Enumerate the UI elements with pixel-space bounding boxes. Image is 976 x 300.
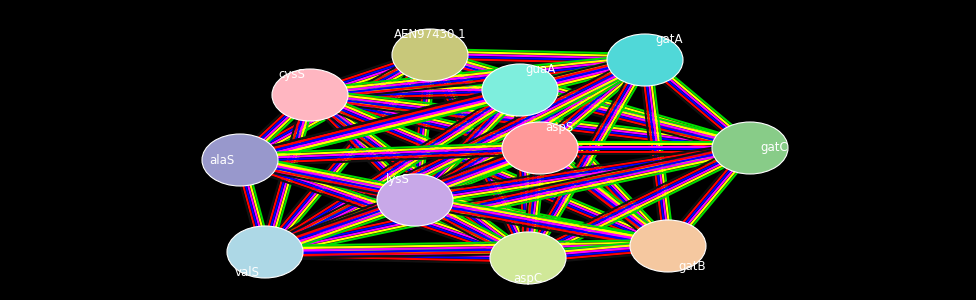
Text: gatB: gatB <box>678 260 706 273</box>
Ellipse shape <box>392 29 468 81</box>
Ellipse shape <box>502 122 578 174</box>
Ellipse shape <box>377 174 453 226</box>
Text: AEN97430.1: AEN97430.1 <box>393 28 467 41</box>
Text: cysS: cysS <box>278 68 305 81</box>
Text: alaS: alaS <box>210 154 235 166</box>
Ellipse shape <box>607 34 683 86</box>
Ellipse shape <box>202 134 278 186</box>
Text: gatA: gatA <box>655 33 682 46</box>
Ellipse shape <box>712 122 788 174</box>
Text: gatC: gatC <box>760 142 788 154</box>
Text: lysS: lysS <box>386 173 410 186</box>
Text: guaA: guaA <box>525 63 555 76</box>
Ellipse shape <box>272 69 348 121</box>
Text: aspC: aspC <box>513 272 543 285</box>
Text: valS: valS <box>235 266 260 279</box>
Ellipse shape <box>630 220 706 272</box>
Ellipse shape <box>227 226 303 278</box>
Ellipse shape <box>482 64 558 116</box>
Ellipse shape <box>490 232 566 284</box>
Text: aspS: aspS <box>545 121 573 134</box>
